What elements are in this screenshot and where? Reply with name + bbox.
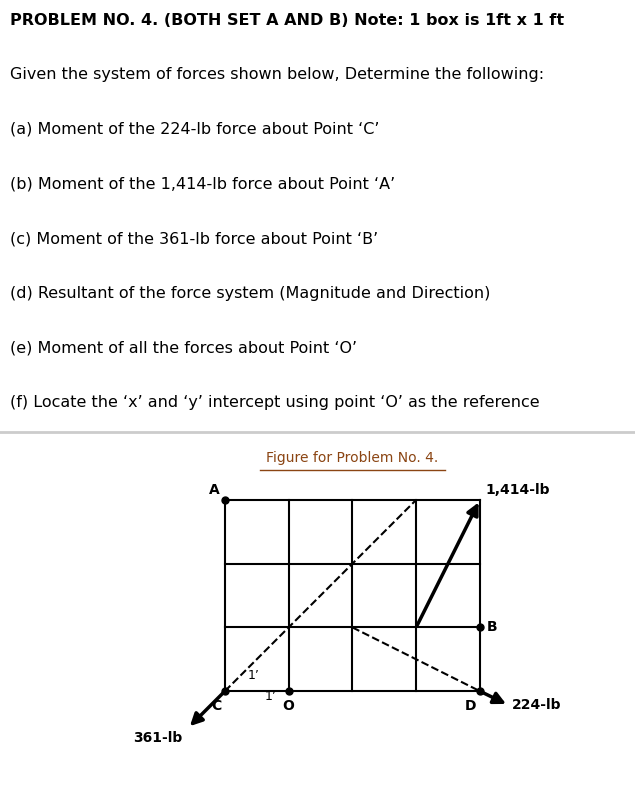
Text: 1,414-lb: 1,414-lb xyxy=(485,483,549,496)
Text: A: A xyxy=(209,483,220,496)
Text: C: C xyxy=(211,699,222,713)
Text: (a) Moment of the 224-lb force about Point ‘C’: (a) Moment of the 224-lb force about Poi… xyxy=(10,122,379,137)
Text: B: B xyxy=(486,620,497,634)
Text: (c) Moment of the 361-lb force about Point ‘B’: (c) Moment of the 361-lb force about Poi… xyxy=(10,232,378,246)
Text: Given the system of forces shown below, Determine the following:: Given the system of forces shown below, … xyxy=(10,67,544,82)
Text: (b) Moment of the 1,414-lb force about Point ‘A’: (b) Moment of the 1,414-lb force about P… xyxy=(10,177,394,192)
Text: 224-lb: 224-lb xyxy=(512,698,561,712)
Text: D: D xyxy=(465,699,477,713)
Text: (f) Locate the ‘x’ and ‘y’ intercept using point ‘O’ as the reference: (f) Locate the ‘x’ and ‘y’ intercept usi… xyxy=(10,395,539,410)
Text: 1’: 1’ xyxy=(264,690,276,703)
Text: 361-lb: 361-lb xyxy=(133,731,183,745)
Text: PROBLEM NO. 4. (BOTH SET A AND B) Note: 1 box is 1ft x 1 ft: PROBLEM NO. 4. (BOTH SET A AND B) Note: … xyxy=(10,13,564,28)
Text: (e) Moment of all the forces about Point ‘O’: (e) Moment of all the forces about Point… xyxy=(10,340,356,355)
Text: 1’: 1’ xyxy=(248,668,260,682)
Text: O: O xyxy=(283,699,295,713)
Text: (d) Resultant of the force system (Magnitude and Direction): (d) Resultant of the force system (Magni… xyxy=(10,285,490,301)
Text: Figure for Problem No. 4.: Figure for Problem No. 4. xyxy=(266,451,439,465)
